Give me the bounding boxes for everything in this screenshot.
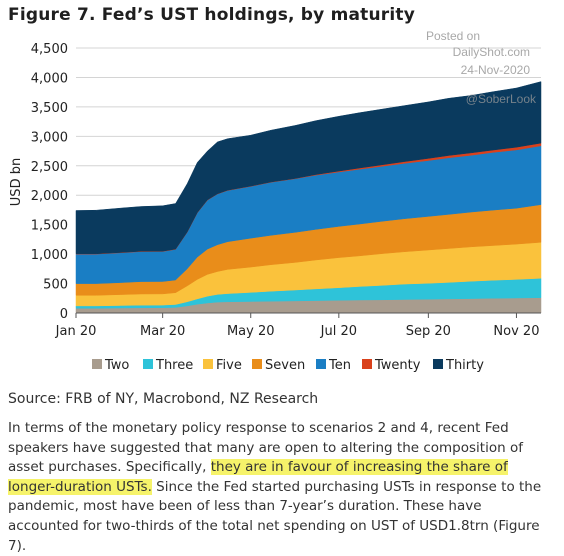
body-text-part1: In terms of the monetary policy response… [8, 420, 523, 476]
legend-label-two: Two [104, 358, 129, 373]
stacked-area-chart: 0 500 1,000 1,500 2,000 2,500 3,000 3,500 4,000 4… [9, 29, 542, 373]
legend-label-twenty: Twenty [374, 358, 421, 373]
y-tick-label: 3,000 [31, 130, 68, 145]
legend-label-thirty: Thirty [445, 358, 484, 373]
y-tick-label: 0 [60, 307, 68, 322]
x-tick-label: Sep 20 [406, 324, 451, 339]
y-axis-label: USD bn [9, 158, 24, 206]
legend-swatch-three [143, 359, 153, 369]
y-tick-label: 1,000 [31, 248, 68, 263]
figure-title: Figure 7. Fed’s UST holdings, by maturit… [8, 5, 416, 25]
body-text-part2: Since the Fed started purchasing USTs in… [8, 478, 542, 554]
y-tick-label: 3,500 [31, 101, 68, 116]
x-tick-label: Mar 20 [140, 324, 185, 339]
axes: 0 500 1,000 1,500 2,000 2,500 3,000 3,500 4,000 4… [31, 42, 540, 339]
watermark-line2: DailyShot.com [453, 45, 530, 59]
legend-swatch-twenty [362, 359, 372, 369]
x-tick-label: Jul 20 [320, 324, 357, 339]
y-tick-label: 1,500 [31, 219, 68, 234]
source-note: Source: FRB of NY, Macrobond, NZ Researc… [8, 391, 319, 407]
y-tick-label: 4,000 [31, 71, 68, 86]
area-series [75, 81, 542, 314]
legend-swatch-seven [252, 359, 262, 369]
y-tick-label: 2,000 [31, 189, 68, 204]
area-thirty [75, 81, 542, 255]
x-tick-label: Nov 20 [493, 324, 539, 339]
legend-label-five: Five [216, 358, 242, 373]
y-tick-label: 500 [43, 278, 68, 293]
x-tick-label: Jan 20 [55, 324, 97, 339]
legend-label-seven: Seven [265, 358, 305, 373]
y-tick-label: 2,500 [31, 160, 68, 175]
x-tick-label: May 20 [227, 324, 275, 339]
legend-swatch-ten [316, 359, 326, 369]
legend-swatch-five [203, 359, 213, 369]
legend-swatch-thirty [433, 359, 443, 369]
legend: Two Three Five Seven Ten Twenty Thirty [92, 358, 484, 373]
watermark-line1: Posted on [426, 29, 480, 43]
body-paragraph: In terms of the monetary policy response… [8, 419, 556, 556]
legend-label-ten: Ten [328, 358, 351, 373]
watermark-handle: @SoberLook [466, 92, 537, 106]
legend-label-three: Three [155, 358, 193, 373]
y-tick-label: 4,500 [31, 42, 68, 57]
watermark-line3: 24-Nov-2020 [461, 63, 531, 77]
legend-swatch-two [92, 359, 102, 369]
